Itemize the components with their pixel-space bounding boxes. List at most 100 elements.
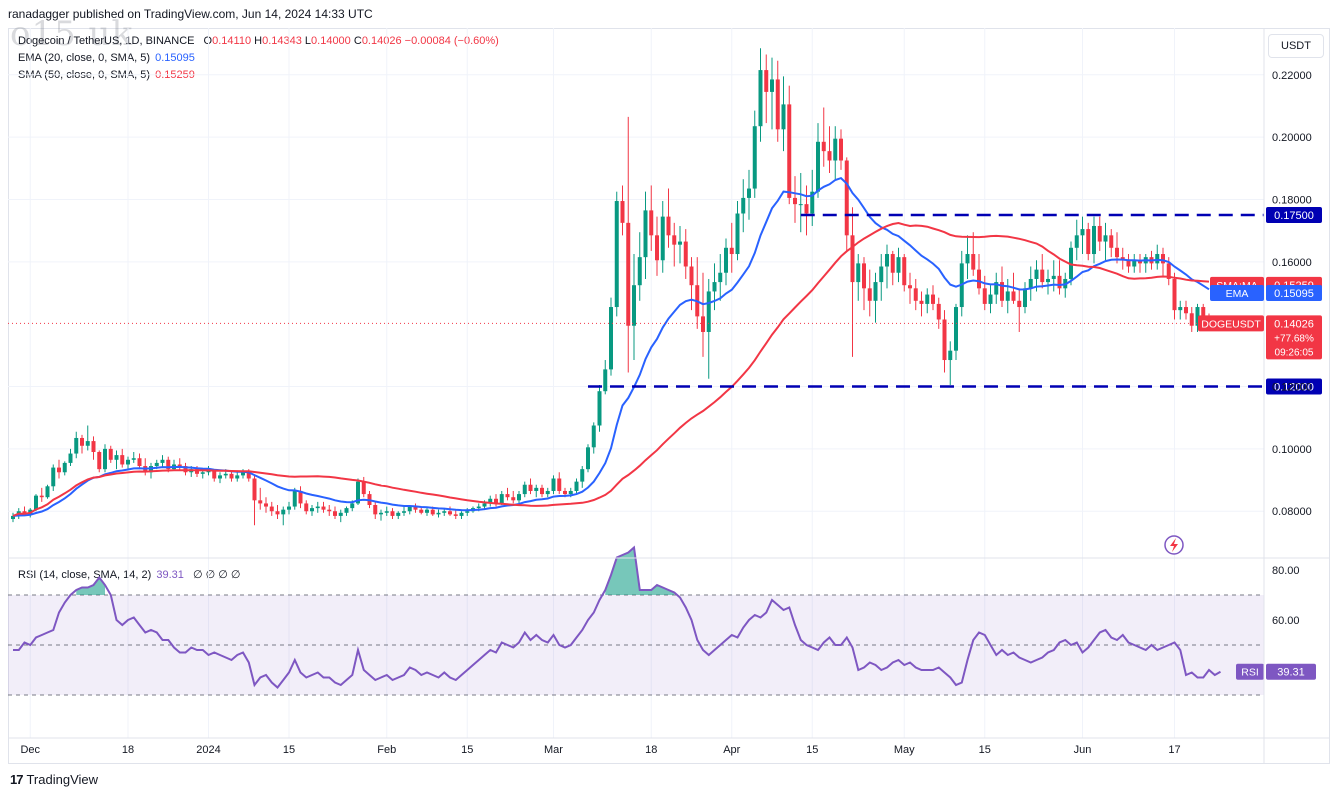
legend-open: 0.14110 xyxy=(212,35,252,47)
candle-body xyxy=(281,509,286,515)
time-tick-label: 18 xyxy=(122,744,134,756)
indicator-value-tag xyxy=(1266,285,1322,302)
candle-body xyxy=(1057,275,1062,289)
time-tick-label: Jun xyxy=(1074,744,1092,756)
currency-unit-button[interactable]: USDT xyxy=(1268,34,1324,58)
candle-body xyxy=(51,467,56,487)
tradingview-logo-icon: 17 xyxy=(10,772,24,787)
price-tick-label: 0.12000 xyxy=(1272,382,1312,394)
time-tick-label: 2024 xyxy=(196,744,220,756)
candle-body xyxy=(62,462,67,473)
candle-body xyxy=(827,151,832,161)
candle-body xyxy=(448,511,452,515)
candle-body xyxy=(494,498,498,504)
candle-body xyxy=(666,216,671,236)
candle-body xyxy=(34,495,38,510)
candle-body xyxy=(890,254,895,273)
candle-body xyxy=(798,204,803,206)
rsi-legend-label: RSI (14, close, SMA, 14, 2) xyxy=(18,569,152,581)
candle-body xyxy=(304,503,309,512)
candle-body xyxy=(787,104,792,198)
candle-body xyxy=(954,307,958,351)
candle-body xyxy=(563,490,567,495)
candle-body xyxy=(218,475,222,479)
candle-body xyxy=(453,514,458,516)
candle-body xyxy=(1023,288,1027,308)
candle-body xyxy=(655,235,659,261)
candle-body xyxy=(425,509,429,513)
candle-body xyxy=(942,319,947,361)
price-tick-label: 0.10000 xyxy=(1272,444,1312,456)
candle-body xyxy=(315,506,320,509)
candle-body xyxy=(620,201,625,223)
countdown-label: 09:26:05 xyxy=(1275,347,1314,358)
legend-low: 0.14000 xyxy=(311,35,351,47)
rsi-value-label: 39.31 xyxy=(1277,667,1305,679)
candle-body xyxy=(643,210,648,258)
candle-body xyxy=(637,257,642,286)
candle-body xyxy=(867,288,872,301)
candle-body xyxy=(1092,225,1096,255)
candle-body xyxy=(511,497,516,501)
level-tag-label: 0.12000 xyxy=(1274,382,1314,394)
candle-body xyxy=(1097,225,1102,242)
candle-body xyxy=(264,503,268,507)
time-tick-label: May xyxy=(894,744,915,756)
candle-body xyxy=(821,141,826,152)
tradingview-brand[interactable]: 17 TradingView xyxy=(10,772,98,787)
ema-legend-label: EMA (20, close, 0, SMA, 5) xyxy=(18,52,151,64)
candle-body xyxy=(1166,263,1171,279)
rsi-legend-extra: ∅ ∅ ∅ ∅ xyxy=(192,569,241,581)
candle-body xyxy=(683,241,688,267)
candle-body xyxy=(1201,307,1206,321)
ema-line xyxy=(12,176,1210,517)
time-tick-label: 15 xyxy=(806,744,818,756)
candle-body xyxy=(126,459,130,465)
rsi-legend-value: 39.31 xyxy=(156,569,184,581)
candle-body xyxy=(269,506,274,512)
candle-body xyxy=(1080,229,1085,236)
candle-body xyxy=(114,455,119,460)
symbol-name[interactable]: Dogecoin / TetherUS, 1D, BINANCE xyxy=(18,35,195,47)
candle-body xyxy=(752,126,757,189)
candle-body xyxy=(166,459,171,470)
candle-body xyxy=(350,503,355,509)
candle-body xyxy=(292,490,297,507)
moving-averages xyxy=(12,176,1210,517)
candle-body xyxy=(85,441,90,446)
candle-body xyxy=(1028,278,1033,289)
lightning-icon[interactable] xyxy=(1164,535,1184,555)
candle-body xyxy=(505,494,510,498)
rsi-legend[interactable]: RSI (14, close, SMA, 14, 2) 39.31 ∅ ∅ ∅ … xyxy=(18,568,240,581)
candle-body xyxy=(896,257,901,273)
candle-body xyxy=(977,269,981,289)
candle-body xyxy=(131,458,136,460)
candle-body xyxy=(39,495,44,498)
time-tick-label: 18 xyxy=(645,744,657,756)
candle-body xyxy=(517,494,521,501)
candle-body xyxy=(839,138,843,161)
candle-body xyxy=(275,511,280,515)
candle-body xyxy=(1017,300,1022,308)
candle-body xyxy=(678,241,682,245)
candle-body xyxy=(1172,278,1177,311)
candle-body xyxy=(948,350,953,361)
rsi-tick-label: 80.00 xyxy=(1272,565,1300,577)
candle-body xyxy=(252,478,257,501)
time-tick-label: 15 xyxy=(979,744,991,756)
candle-body xyxy=(557,478,562,491)
candle-body xyxy=(609,307,613,370)
candle-body xyxy=(310,508,314,512)
candle-body xyxy=(402,511,406,513)
chart-frame xyxy=(8,28,1330,764)
candle-body xyxy=(108,448,113,460)
candle-body xyxy=(816,141,820,192)
ema-legend[interactable]: EMA (20, close, 0, SMA, 5) 0.15095 xyxy=(18,52,195,64)
candle-body xyxy=(298,490,303,504)
candle-body xyxy=(885,254,889,267)
candle-body xyxy=(672,235,677,245)
candle-body xyxy=(775,79,780,130)
candle-body xyxy=(1161,254,1165,264)
candle-body xyxy=(913,288,918,301)
